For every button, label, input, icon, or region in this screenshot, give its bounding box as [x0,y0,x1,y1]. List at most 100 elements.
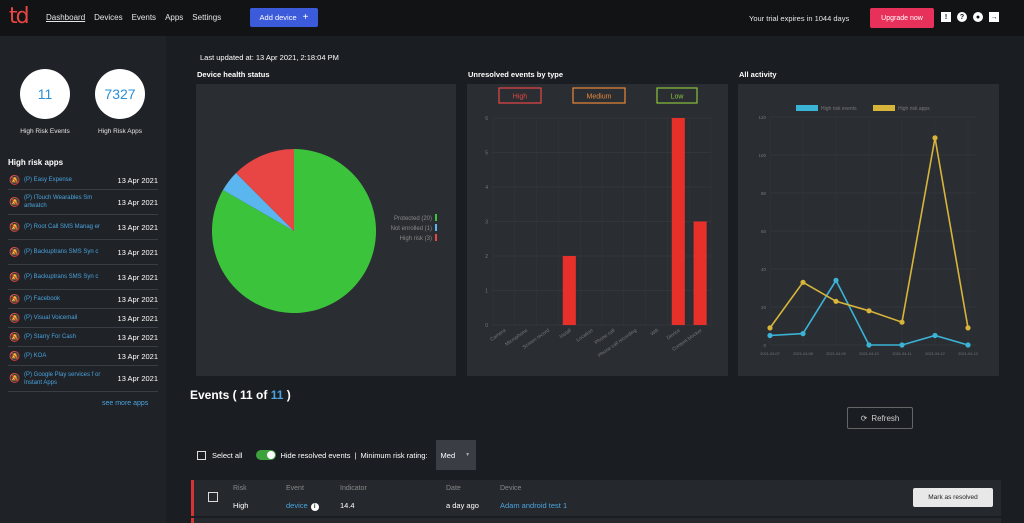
legend-swatch [435,214,437,221]
app-name[interactable]: (P) Facebook [24,296,61,302]
refresh-label: Refresh [871,413,900,423]
nav-apps[interactable]: Apps [165,13,184,22]
activity-title: All activity [739,70,777,79]
data-point [767,325,773,331]
col-event-header: Event [286,485,304,492]
list-item[interactable]: 🔕 (P) Backuptrans SMS Syn c 13 Apr 2021 [8,240,158,265]
nav-devices[interactable]: Devices [94,13,123,22]
app-date: 13 Apr 2021 [117,332,158,342]
app-name[interactable]: (P) Visual Voicemail [24,315,78,321]
event-row[interactable]: Risk Event Indicator Date Device High de… [191,480,1001,516]
list-item[interactable]: 🔕 (P) Easy Expense 13 Apr 2021 [8,171,158,190]
app-date: 13 Apr 2021 [117,222,158,232]
trial-notice: Your trial expires in 1044 days [749,14,850,23]
line-chart: 0 20 40 60 80 100 120 2021-04-07 2021-04-08 2021-… [758,105,978,356]
filter-label: Low [671,94,685,101]
legend-label: High risk apps [898,106,930,112]
bell-off-icon: 🔕 [9,373,21,383]
event-row-checkbox[interactable] [208,492,218,502]
nav-dashboard[interactable]: Dashboard [46,13,86,22]
list-item[interactable]: 🔕 (P) Backuptrans SMS Syn c 13 Apr 2021 [8,265,158,290]
event-type[interactable]: device [286,501,308,510]
app-name[interactable]: (P) Easy Expense [24,177,73,183]
x-tick-label: Phone call recording [597,328,638,359]
list-item[interactable]: 🔕 (P) Facebook 13 Apr 2021 [8,290,158,309]
list-item[interactable]: 🔕 (P) KOA 13 Apr 2021 [8,347,158,366]
main-nav: Dashboard Devices Events Apps Settings [46,13,221,22]
filter-button [656,87,698,104]
high-risk-app-list: 🔕 (P) Easy Expense 13 Apr 2021 🔕 (P) ITouch … [8,171,158,392]
legend-swatch [796,105,818,111]
event-type-link[interactable]: device i [286,501,319,511]
x-tick-label: Device [666,328,682,342]
x-tick-label: Camera [489,328,507,343]
hide-resolved-toggle[interactable] [256,450,277,460]
pie-slice [211,149,376,313]
info-icon[interactable]: i [310,503,319,511]
legend-label: High risk events [821,106,857,112]
list-item[interactable]: 🔕 (P) Google Play services f or Instant A… [8,366,158,392]
upgrade-button[interactable]: Upgrade now [870,8,934,28]
app-date: 13 Apr 2021 [117,294,158,304]
refresh-icon: ⟳ [860,413,868,423]
app-name[interactable]: (P) KOA [24,353,47,359]
col-indicator-header: Indicator [340,485,367,492]
select-all-checkbox[interactable] [197,450,206,460]
y-tick-label: 3 [485,220,488,226]
legend-swatch [435,224,437,231]
app-name[interactable]: (P) Google Play services f or Instant Ap… [24,371,101,386]
event-date: a day ago [446,501,479,510]
y-tick-label: 2 [485,254,488,260]
app-name[interactable]: (P) Starry For Cash [24,334,77,340]
events-title-of: of [252,388,271,402]
app-date: 13 Apr 2021 [117,351,158,361]
y-tick-label: 60 [761,229,767,234]
data-point [866,308,872,314]
see-more-apps-link[interactable]: see more apps [102,400,149,407]
list-item[interactable]: 🔕 (P) Starry For Cash 13 Apr 2021 [8,328,158,347]
bell-off-icon: 🔕 [9,196,21,207]
high-risk-events-count[interactable]: 11 [20,69,70,119]
bell-off-icon: 🔕 [9,331,21,342]
list-item[interactable]: 🔕 (P) Root Call SMS Manag er 13 Apr 2021 [8,215,158,240]
bell-off-icon: 🔕 [9,246,21,257]
event-device-link[interactable]: Adam android test 1 [500,501,568,510]
logout-icon[interactable]: → [989,12,999,22]
data-point [965,325,971,331]
data-point [899,342,905,348]
event-indicator: 14.4 [340,501,355,510]
app-name[interactable]: (P) Backuptrans SMS Syn c [24,274,99,280]
bar [693,221,707,325]
min-risk-value: Med [440,450,456,460]
list-item[interactable]: 🔕 (P) ITouch Wearables Sm artwatch 13 Apr … [8,190,158,215]
unresolved-title: Unresolved events by type [468,70,564,79]
data-point [866,342,872,348]
add-device-button[interactable]: Add device + [250,8,318,27]
app-name[interactable]: (P) Backuptrans SMS Syn c [24,249,99,255]
nav-events[interactable]: Events [131,13,157,22]
x-tick-label: 2021-04-09 [826,352,845,356]
user-icon[interactable]: ● [973,12,983,22]
sidebar: 11 High Risk Events 7327 High Risk Apps … [0,36,166,523]
app-name[interactable]: (P) Root Call SMS Manag er [24,224,101,230]
mark-resolved-button[interactable]: Mark as resolved [913,488,993,507]
app-name[interactable]: (P) ITouch Wearables Sm artwatch [24,195,93,209]
bell-off-icon: 🔕 [9,221,21,232]
last-updated: Last updated at: 13 Apr 2021, 2:18:04 PM [200,53,339,62]
x-tick-label: Wifi [650,328,660,338]
nav-settings[interactable]: Settings [192,13,222,22]
data-point [932,332,938,339]
x-tick-label: Install [558,328,572,340]
top-icons: ! ? ● → [941,12,999,22]
help-icon[interactable]: ? [957,12,967,22]
app-date: 13 Apr 2021 [117,374,158,383]
high-risk-apps-count[interactable]: 7327 [95,69,145,119]
logo[interactable]: td [9,4,30,29]
x-tick-label: 2021-04-08 [793,352,812,356]
min-risk-select[interactable]: Med ▼ [435,440,476,470]
health-panel: Protected (20) Not enrolled (1) High risk … [196,84,456,376]
message-icon[interactable]: ! [941,12,951,22]
bell-off-icon: 🔕 [9,293,21,304]
refresh-button[interactable]: ⟳ Refresh [847,407,913,429]
list-item[interactable]: 🔕 (P) Visual Voicemail 13 Apr 2021 [8,309,158,328]
